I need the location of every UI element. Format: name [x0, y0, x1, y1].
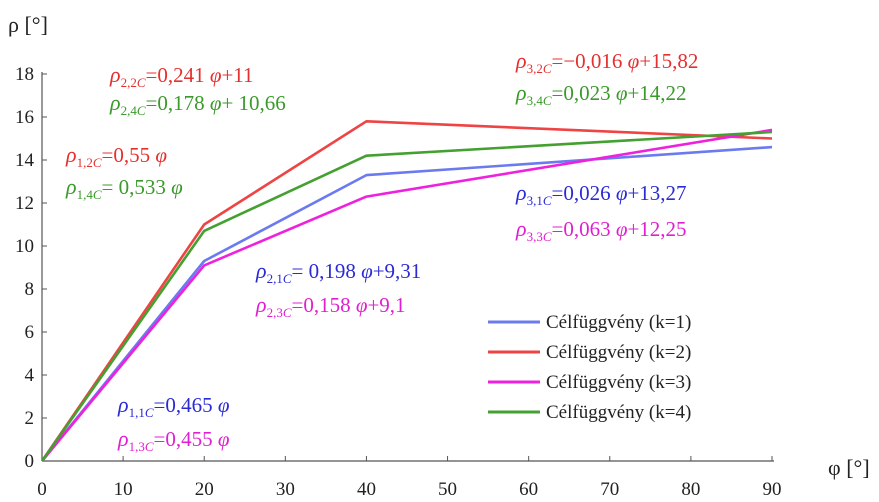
equation-rho33: ρ3,3C=0,063 φ+12,25	[515, 216, 687, 244]
x-tick-label: 40	[357, 479, 376, 500]
x-axis-label: φ [°]	[828, 455, 870, 480]
equation-rho22: ρ2,2C=0,241 φ+11	[109, 62, 254, 90]
y-tick-label: 10	[15, 236, 34, 257]
equation-rho24: ρ2,4C=0,178 φ+ 10,66	[109, 90, 286, 118]
legend-label-k4: Célfüggvény (k=4)	[546, 402, 691, 423]
legend-label-k1: Célfüggvény (k=1)	[546, 312, 691, 333]
x-tick-label: 90	[763, 479, 782, 500]
series-line-k2	[40, 120, 773, 462]
equation-rho13: ρ1,3C=0,455 φ	[117, 426, 230, 454]
equation-rho21: ρ2,1C= 0,198 φ+9,31	[255, 258, 421, 286]
x-tick-label: 20	[195, 479, 214, 500]
equation-rho32: ρ3,2C=−0,016 φ+15,82	[515, 48, 698, 76]
y-tick-label: 18	[15, 64, 34, 85]
legend: Célfüggvény (k=1) Célfüggvény (k=2) Célfüg…	[488, 312, 691, 423]
x-tick-label: 80	[681, 479, 700, 500]
equation-rho12: ρ1,2C=0,55 φ	[65, 142, 167, 170]
axes	[41, 72, 774, 462]
y-tick-label: 14	[15, 150, 35, 171]
x-tick-label: 10	[114, 479, 133, 500]
y-axis-label: ρ [°]	[8, 12, 48, 37]
x-tick-label: 70	[600, 479, 619, 500]
equation-rho14: ρ1,4C= 0,533 φ	[65, 174, 183, 202]
x-tick-label: 60	[519, 479, 538, 500]
y-tick-label: 2	[25, 408, 35, 429]
series-line-k4	[40, 130, 773, 462]
tick-labels: 0 10 20 30 40 50 60 70 80 90 0 2 4 6 8 10 12 14 16 18	[15, 64, 782, 500]
x-tick-label: 30	[276, 479, 295, 500]
y-tick-label: 16	[15, 107, 34, 128]
equation-rho23: ρ2,3C=0,158 φ+9,1	[255, 292, 406, 320]
equation-rho34: ρ3,4C=0,023 φ+14,22	[515, 80, 687, 108]
y-tick-label: 0	[25, 451, 35, 472]
y-tick-label: 12	[15, 193, 34, 214]
legend-label-k2: Célfüggvény (k=2)	[546, 342, 691, 363]
equation-rho11: ρ1,1C=0,465 φ	[117, 392, 230, 420]
series-line-k3	[40, 128, 773, 462]
x-tick-label: 0	[37, 479, 47, 500]
y-tick-label: 8	[25, 279, 35, 300]
series-line-k1	[40, 145, 773, 462]
equation-rho31: ρ3,1C=0,026 φ+13,27	[515, 180, 687, 208]
legend-label-k3: Célfüggvény (k=3)	[546, 372, 691, 393]
y-tick-label: 6	[25, 322, 35, 343]
x-tick-label: 50	[438, 479, 457, 500]
series-lines	[40, 120, 773, 462]
y-tick-label: 4	[25, 365, 35, 386]
